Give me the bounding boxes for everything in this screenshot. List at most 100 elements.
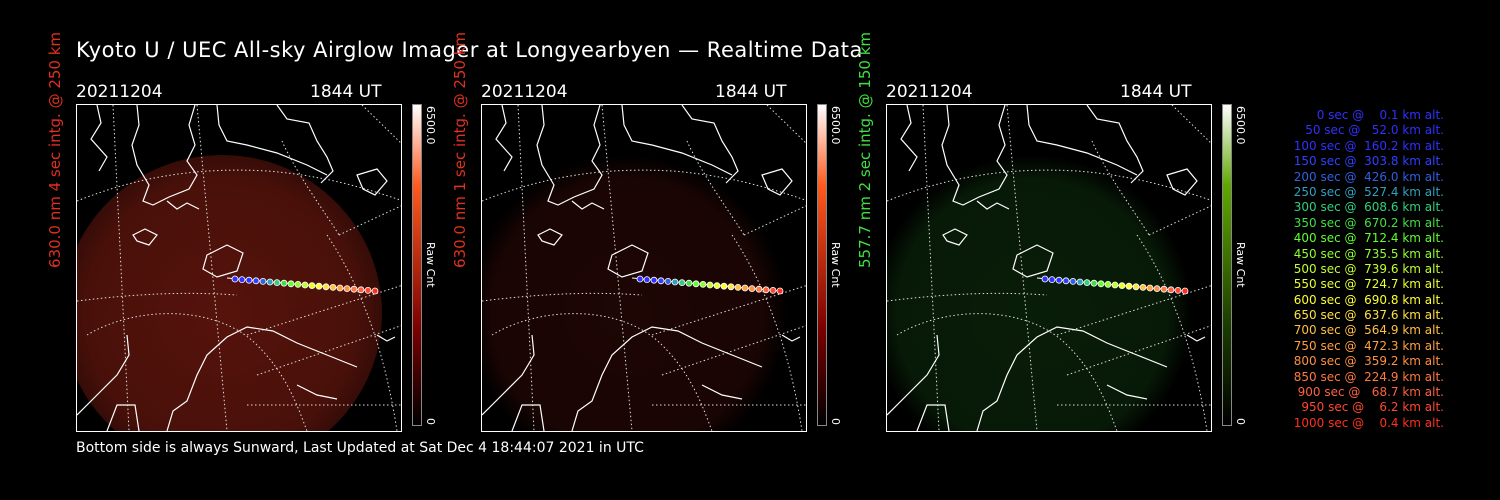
allsky-map-svg xyxy=(482,105,806,431)
trajectory-point xyxy=(643,276,651,284)
coastline xyxy=(781,334,801,342)
coastline xyxy=(941,105,1008,206)
coastline xyxy=(942,228,968,246)
trajectory-point xyxy=(336,284,344,292)
panel-date: 20211204 xyxy=(886,82,973,102)
trajectory-point xyxy=(364,286,372,294)
coastline xyxy=(356,168,388,196)
trajectory-point xyxy=(1041,275,1049,283)
trajectory-point xyxy=(713,282,721,290)
coastline xyxy=(607,244,649,278)
allsky-map xyxy=(481,104,807,432)
colorbar-unit-label: Raw Cnt xyxy=(829,242,842,288)
colorbar-unit-label: Raw Cnt xyxy=(1234,242,1247,288)
trajectory-legend: 0 sec @ 0.1 km alt. 50 sec @ 52.0 km alt.… xyxy=(1258,108,1444,431)
trajectory-point xyxy=(1062,277,1070,285)
trajectory-point xyxy=(1069,277,1077,285)
trajectory-point xyxy=(699,280,707,288)
trajectory-point xyxy=(371,287,379,295)
imager-panel-3: 20211204 1844 UT 557.7 nm 2 sec intg. @ … xyxy=(856,32,1256,432)
grid-line xyxy=(326,234,398,431)
trajectory-point xyxy=(1111,281,1119,289)
page-title: Kyoto U / UEC All-sky Airglow Imager at … xyxy=(76,38,863,62)
footer-status: Bottom side is always Sunward, Last Upda… xyxy=(76,440,644,456)
grid-line xyxy=(1066,325,1211,376)
coastline xyxy=(900,105,918,172)
coastline xyxy=(1106,384,1148,400)
trajectory-point xyxy=(741,284,749,292)
coastline xyxy=(681,105,739,184)
panel-time: 1844 UT xyxy=(1120,82,1192,102)
panel-date: 20211204 xyxy=(481,82,568,102)
panel-time: 1844 UT xyxy=(310,82,382,102)
coastline xyxy=(571,326,763,431)
legend-entry: 400 sec @ 712.4 km alt. xyxy=(1293,231,1444,246)
grid-line xyxy=(766,105,806,144)
trajectory-point xyxy=(1167,286,1175,294)
grid-line xyxy=(1091,140,1150,236)
trajectory-point xyxy=(231,275,239,283)
coastline xyxy=(482,334,535,416)
legend-entry: 100 sec @ 160.2 km alt. xyxy=(1293,138,1444,153)
panel-date: 20211204 xyxy=(76,82,163,102)
legend-entry: 350 sec @ 670.2 km alt. xyxy=(1293,215,1444,230)
allsky-map xyxy=(886,104,1212,432)
allsky-map-svg xyxy=(887,105,1211,431)
trajectory-point xyxy=(762,286,770,294)
coastline xyxy=(1166,168,1198,196)
coastline xyxy=(976,200,1010,210)
trajectory-point xyxy=(1118,282,1126,290)
trajectory-point xyxy=(1055,276,1063,284)
trajectory-point xyxy=(259,277,267,285)
colorbar xyxy=(1222,104,1232,426)
coastline xyxy=(621,105,733,176)
colorbar-max-label: 6500.0 xyxy=(424,106,437,145)
trajectory-point xyxy=(287,280,295,288)
coastline xyxy=(571,200,605,210)
trajectory-point xyxy=(322,283,330,291)
colorbar-max-label: 6500.0 xyxy=(829,106,842,145)
legend-entry: 700 sec @ 564.9 km alt. xyxy=(1293,323,1444,338)
coastline xyxy=(77,334,130,416)
airglow-region xyxy=(77,155,382,431)
trajectory-point xyxy=(1146,284,1154,292)
legend-entry: 600 sec @ 690.8 km alt. xyxy=(1293,292,1444,307)
coastline xyxy=(1026,105,1138,176)
trajectory-point xyxy=(678,279,686,287)
trajectory-point xyxy=(706,281,714,289)
coastline xyxy=(1086,105,1144,184)
colorbar xyxy=(412,104,422,426)
grid-line xyxy=(1171,105,1211,144)
trajectory-point xyxy=(280,279,288,287)
grid-line xyxy=(482,292,643,302)
trajectory-point xyxy=(252,277,260,285)
colorbar-unit-label: Raw Cnt xyxy=(424,242,437,288)
trajectory-point xyxy=(1076,278,1084,286)
coastline xyxy=(376,334,396,342)
trajectory-point xyxy=(294,280,302,288)
trajectory-point xyxy=(734,283,742,291)
trajectory-point xyxy=(301,281,309,289)
coastline xyxy=(216,105,328,176)
coastline xyxy=(131,105,198,206)
colorbar xyxy=(817,104,827,426)
coastline xyxy=(296,384,338,400)
trajectory-point xyxy=(245,276,253,284)
trajectory-point xyxy=(343,285,351,293)
trajectory-point xyxy=(329,283,337,291)
grid-line xyxy=(661,325,806,376)
coastline xyxy=(1012,244,1054,278)
legend-entry: 0 sec @ 0.1 km alt. xyxy=(1316,108,1444,122)
legend-entry: 550 sec @ 724.7 km alt. xyxy=(1293,277,1444,292)
trajectory-point xyxy=(1097,280,1105,288)
coastline xyxy=(536,105,603,206)
colorbar-max-label: 6500.0 xyxy=(1234,106,1247,145)
airglow-region xyxy=(482,155,787,431)
legend-entry: 950 sec @ 6.2 km alt. xyxy=(1301,400,1444,415)
grid-line xyxy=(601,105,633,431)
coastline xyxy=(537,228,563,246)
allsky-map xyxy=(76,104,402,432)
coastline xyxy=(511,404,545,431)
coastline xyxy=(132,228,158,246)
legend-entry: 1000 sec @ 0.4 km alt. xyxy=(1293,415,1444,430)
